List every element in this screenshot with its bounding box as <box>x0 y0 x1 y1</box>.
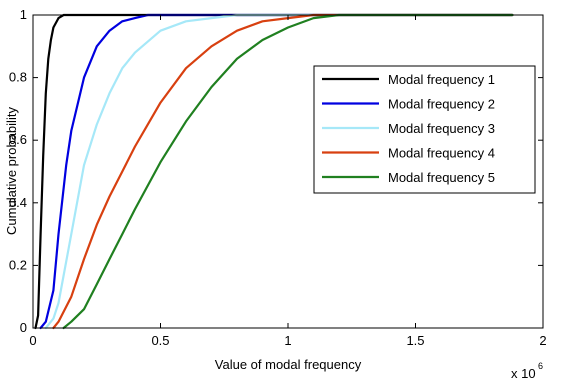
y-tick-label: 1 <box>20 7 27 22</box>
y-tick-label: 0.4 <box>9 195 27 210</box>
legend-label-5: Modal frequency 5 <box>388 170 495 185</box>
legend-label-2: Modal frequency 2 <box>388 97 495 112</box>
y-axis-label: Cumulative probability <box>4 107 19 235</box>
legend-items: Modal frequency 1 Modal frequency 2 Modal … <box>322 72 495 185</box>
x-tick-label: 2 <box>539 333 546 348</box>
legend-label-4: Modal frequency 4 <box>388 146 495 161</box>
legend-label-3: Modal frequency 3 <box>388 121 495 136</box>
x-tick-label: 1 <box>284 333 291 348</box>
series-line-4 <box>52 13 514 330</box>
x-axis-multiplier-exponent: 6 <box>538 361 543 371</box>
x-axis-label: Value of modal frequency <box>215 357 362 372</box>
x-tick-label: 1.5 <box>406 333 424 348</box>
y-tick-label: 0.8 <box>9 70 27 85</box>
y-tick-label: 0.2 <box>9 257 27 272</box>
x-tick-label: 0.5 <box>151 333 169 348</box>
legend-label-1: Modal frequency 1 <box>388 72 495 87</box>
y-tick-label: 0 <box>20 320 27 335</box>
series-line-2 <box>39 13 514 330</box>
y-tick-label: 0.6 <box>9 132 27 147</box>
series-line-5 <box>62 13 514 330</box>
legend-box <box>313 65 536 194</box>
x-axis-multiplier: x 10 <box>511 366 536 381</box>
tick-layer: 0 0.5 1 1.5 2 0 0.2 0.4 0.6 0.8 1 <box>9 7 547 348</box>
series-line-3 <box>44 13 514 330</box>
x-tick-label: 0 <box>29 333 36 348</box>
legend: Modal frequency 1 Modal frequency 2 Modal … <box>313 65 536 194</box>
